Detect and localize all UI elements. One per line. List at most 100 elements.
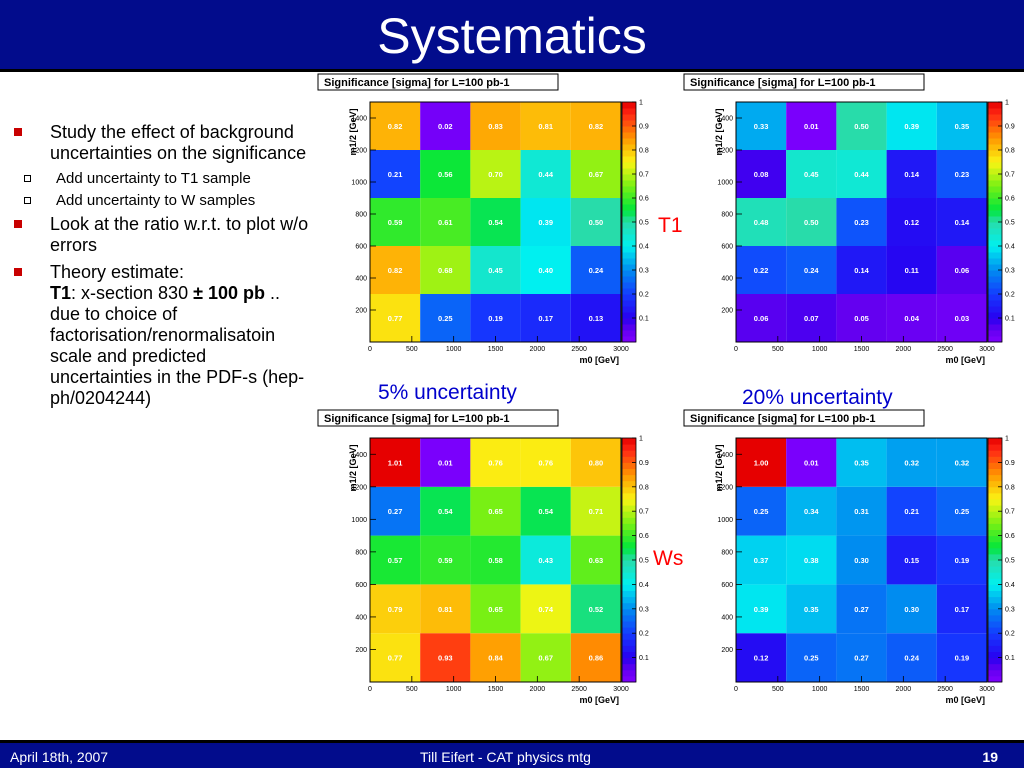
color-scale-band: [988, 541, 1002, 549]
color-scale-band: [988, 499, 1002, 506]
cell-label: 0.25: [804, 654, 819, 663]
color-scale-band: [622, 276, 636, 283]
cell-label: 0.32: [955, 458, 970, 467]
heatmap-cell: [836, 535, 887, 585]
color-scale-band: [988, 144, 1002, 151]
heatmap-cell: [886, 198, 937, 246]
heatmap-cell: [470, 198, 521, 246]
color-scale-band: [622, 657, 636, 665]
heatmap-cell: [370, 584, 421, 634]
heatmap-cell: [420, 198, 471, 246]
cell-label: 0.79: [388, 605, 403, 614]
z-tick-label: 0.2: [639, 631, 649, 638]
cell-label: 0.50: [804, 218, 819, 227]
z-tick-label: 0.6: [1005, 196, 1015, 203]
z-tick-label: 0.4: [639, 582, 649, 589]
heatmap-cell: [370, 438, 421, 487]
color-scale-band: [988, 474, 1002, 482]
cell-label: 0.01: [804, 122, 819, 131]
y-tick-label: 400: [721, 614, 733, 621]
color-scale-band: [988, 590, 1002, 598]
cell-label: 0.34: [804, 507, 819, 516]
color-scale-band: [988, 505, 1002, 512]
color-scale-band: [988, 450, 1002, 457]
heatmap-cell: [786, 294, 837, 342]
y-tick-label: 400: [355, 614, 367, 621]
cell-label: 0.19: [955, 654, 970, 663]
color-scale-band: [988, 258, 1002, 265]
color-scale-band: [622, 456, 636, 463]
color-scale-band: [622, 444, 636, 451]
heatmap-cell: [470, 246, 521, 294]
color-scale-band: [988, 627, 1002, 634]
heatmap-cell: [420, 486, 471, 536]
color-scale-band: [988, 180, 1002, 187]
cell-label: 0.24: [904, 654, 919, 663]
color-scale-band: [988, 306, 1002, 313]
color-scale-band: [622, 222, 636, 229]
color-scale-band: [622, 204, 636, 211]
heatmap-cell: [836, 633, 887, 682]
color-scale-band: [988, 560, 1002, 567]
z-tick-label: 1: [1005, 436, 1009, 443]
color-scale-band: [988, 547, 1002, 555]
cell-label: 0.35: [854, 458, 869, 467]
y-tick-label: 600: [355, 582, 367, 589]
heatmap-cell: [520, 102, 571, 150]
color-scale-band: [622, 198, 636, 205]
cell-label: 0.25: [438, 314, 453, 323]
color-scale-band: [988, 572, 1002, 579]
heatmap-cell: [936, 198, 987, 246]
color-scale-band: [988, 102, 1002, 109]
heatmap-panel: Significance [sigma] for L=100 pb-1 0.77 0…: [316, 72, 656, 394]
heatmap-cell: [470, 486, 521, 536]
cell-label: 0.04: [904, 314, 919, 323]
x-tick-label: 500: [406, 686, 418, 693]
uncertainty-5-label: 5% uncertainty: [378, 381, 517, 404]
color-scale-band: [622, 572, 636, 579]
color-scale-band: [988, 596, 1002, 604]
z-tick-label: 0.5: [639, 558, 649, 565]
color-scale-band: [988, 523, 1002, 530]
z-tick-label: 0.9: [639, 460, 649, 467]
heatmap-cell: [520, 486, 571, 536]
heatmap-cell: [370, 294, 421, 342]
color-scale-band: [988, 330, 1002, 337]
page-number: 19: [982, 749, 998, 765]
heatmap-cell: [836, 102, 887, 150]
color-scale-band: [622, 216, 636, 223]
color-scale-band: [622, 228, 636, 235]
z-tick-label: 0.6: [1005, 533, 1015, 540]
cell-label: 0.59: [438, 556, 453, 565]
color-scale-band: [988, 108, 1002, 115]
color-scale-band: [622, 578, 636, 585]
cell-label: 0.06: [955, 266, 970, 275]
cell-label: 0.17: [538, 314, 553, 323]
color-scale-band: [988, 282, 1002, 289]
z-tick-label: 0.3: [639, 268, 649, 275]
cell-label: 0.82: [388, 266, 403, 275]
cell-label: 0.76: [538, 458, 553, 467]
color-scale-band: [988, 252, 1002, 259]
z-tick-label: 0.5: [639, 220, 649, 227]
y-tick-label: 600: [355, 244, 367, 251]
cell-label: 0.14: [904, 170, 919, 179]
cell-label: 0.19: [488, 314, 503, 323]
heatmap-cell: [420, 102, 471, 150]
heatmap-cell: [470, 438, 521, 487]
color-scale-band: [622, 192, 636, 199]
heatmap-cell: [420, 150, 471, 198]
color-scale-band: [622, 639, 636, 646]
y-axis-title: m1/2 [GeV]: [348, 108, 358, 155]
color-scale-band: [622, 438, 636, 445]
y-tick-label: 1200: [717, 484, 733, 491]
cell-label: 0.50: [589, 218, 604, 227]
heatmap-cell: [520, 246, 571, 294]
cell-label: 0.01: [438, 458, 453, 467]
y-tick-label: 800: [721, 212, 733, 219]
color-scale-band: [988, 553, 1002, 561]
z-tick-label: 0.7: [639, 172, 649, 179]
cell-label: 0.37: [754, 556, 769, 565]
heatmap-cell: [736, 102, 787, 150]
z-tick-label: 0.4: [1005, 244, 1015, 251]
